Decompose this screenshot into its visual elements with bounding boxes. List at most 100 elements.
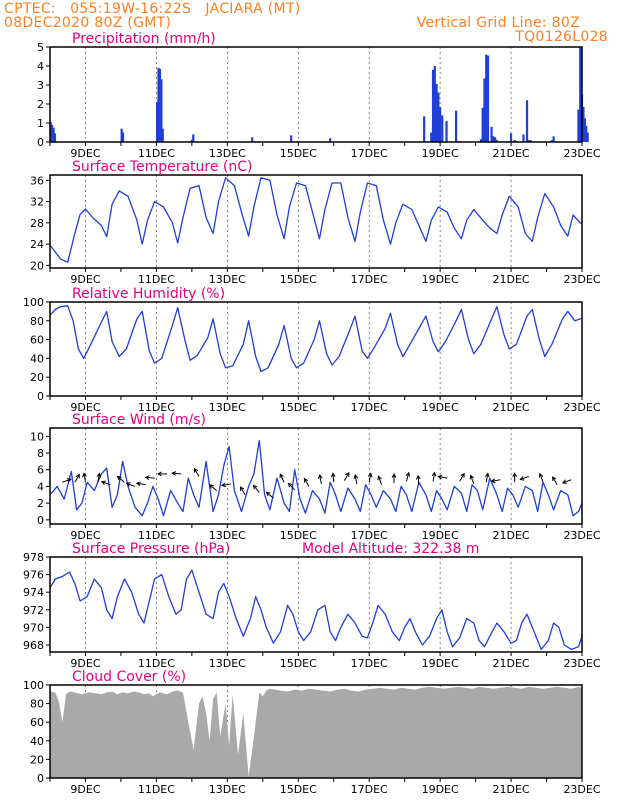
precip-bar: [550, 140, 553, 142]
precip-bar: [485, 54, 488, 142]
wind-arrow: [330, 472, 336, 483]
header-location: CPTEC: 055:19W-16:22S JACIARA (MT): [4, 1, 301, 17]
precip-bar: [522, 134, 525, 142]
wind-arrow: [96, 472, 102, 483]
precip-xtick-label: 21DEC: [493, 147, 530, 160]
wind-arrow: [484, 472, 490, 483]
precip-bar: [423, 116, 426, 142]
wind-arrow: [538, 472, 544, 483]
rh-ytick-label: 100: [23, 296, 44, 309]
pressure-ytick-label: 974: [23, 586, 44, 599]
cloud-ytick-label: 100: [23, 679, 44, 692]
wind-series-line: [49, 439, 583, 517]
wind-arrow: [512, 472, 517, 483]
header-model-id: TQ0126L028: [515, 29, 608, 45]
wind-arrow: [240, 486, 246, 496]
precip-xtick-label: 11DEC: [138, 147, 175, 160]
precip-bar: [290, 135, 293, 142]
wind-ytick-label: 6: [37, 464, 44, 477]
precip-xtick-label: 17DEC: [351, 147, 388, 160]
wind-arrow: [171, 471, 182, 476]
cloud-title: Cloud Cover (%): [72, 669, 186, 685]
precip-bar: [192, 134, 195, 142]
pressure-series-line: [49, 569, 583, 651]
precip-bar: [439, 106, 442, 142]
cloud-frame: [49, 684, 583, 779]
cloud-xtick-label: 15DEC: [280, 783, 317, 796]
precip-xtick-label: 23DEC: [563, 147, 600, 160]
precip-bar: [120, 128, 123, 142]
wind-ytick-label: 10: [30, 430, 44, 443]
rh-panel: 0 20 40 60 80 100 9DEC 11DEC 13DEC 15DEC 17DEC 19DE…: [23, 286, 601, 414]
precip-bar: [529, 140, 532, 142]
temp-ytick-label: 28: [30, 217, 44, 230]
pressure-title: Surface Pressure (hPa): [72, 541, 230, 557]
model-altitude-label: Model Altitude: 322.38 m: [302, 541, 479, 557]
precip-bar: [454, 110, 458, 142]
precip-bar: [495, 140, 498, 142]
wind-xtick-label: 13DEC: [209, 529, 246, 542]
precip-bar: [483, 78, 486, 142]
rh-frame: [49, 301, 583, 397]
wind-xtick-label: 19DEC: [422, 529, 459, 542]
wind-xtick-label: 11DEC: [138, 529, 175, 542]
precip-frame: [49, 46, 583, 143]
pressure-ytick-label: 972: [23, 604, 44, 617]
precip-bar: [552, 136, 555, 142]
wind-arrow: [459, 472, 465, 482]
wind-arrow: [303, 477, 310, 487]
precip-ytick-label: 0: [37, 136, 44, 149]
precip-title: Precipitation (mm/h): [72, 31, 216, 47]
temp-ytick-label: 32: [30, 196, 44, 209]
precip-bar: [513, 140, 516, 142]
precip-bar: [445, 121, 448, 142]
wind-arrow: [431, 471, 437, 482]
pressure-xtick-label: 19DEC: [422, 657, 459, 670]
wind-arrow: [125, 482, 136, 487]
cloud-panel: 0 20 40 60 80 100 9DEC 11DEC 13DEC 15DEC 17DEC 19DE…: [23, 669, 601, 796]
header-run-date: 08DEC2020 80Z (GMT): [4, 15, 172, 31]
pressure-ytick-label: 968: [23, 639, 44, 652]
precip-xtick-label: 19DEC: [422, 147, 459, 160]
wind-xtick-label: 9DEC: [70, 529, 100, 542]
pressure-ytick-label: 970: [23, 621, 44, 634]
pressure-xtick-label: 21DEC: [493, 657, 530, 670]
precip-bar: [53, 133, 57, 142]
rh-xtick-label: 11DEC: [138, 401, 175, 414]
rh-xtick-label: 17DEC: [351, 401, 388, 414]
cloud-cover-area: [50, 686, 582, 778]
precip-xtick-label: 9DEC: [70, 147, 100, 160]
precip-bar: [490, 126, 493, 142]
wind-xtick-label: 15DEC: [280, 529, 317, 542]
wind-ytick-label: 8: [37, 447, 44, 460]
cloud-ytick-label: 60: [30, 716, 44, 729]
temp-ytick-label: 24: [30, 238, 44, 251]
wind-ytick-label: 0: [37, 514, 44, 527]
temp-ytick-label: 20: [30, 259, 44, 272]
cloud-xtick-label: 9DEC: [70, 783, 100, 796]
pressure-xtick-label: 9DEC: [70, 657, 100, 670]
wind-arrow: [135, 481, 146, 487]
precip-bar: [586, 132, 589, 142]
precip-bar: [51, 124, 54, 142]
wind-panel: 0 2 4 6 8 10 9DEC 11DEC 13DEC 15DEC 17DEC 19DEC 21DE…: [30, 412, 601, 542]
wind-arrow: [156, 471, 168, 477]
cloud-ytick-label: 0: [37, 772, 44, 785]
wind-arrow: [353, 474, 359, 485]
rh-title: Relative Humidity (%): [72, 286, 225, 302]
precip-bar: [433, 66, 436, 142]
precip-bar: [492, 136, 495, 142]
wind-xtick-label: 17DEC: [351, 529, 388, 542]
wind-arrow: [220, 482, 231, 488]
pressure-xtick-label: 11DEC: [138, 657, 175, 670]
wind-arrow: [82, 472, 87, 483]
cloud-xtick-label: 17DEC: [351, 783, 388, 796]
pressure-xtick-label: 15DEC: [280, 657, 317, 670]
precip-bar: [161, 128, 164, 142]
precip-bar: [509, 133, 513, 142]
precip-bar: [437, 92, 440, 142]
precip-bar: [121, 132, 125, 142]
wind-arrow: [519, 475, 529, 481]
precip-bar: [585, 125, 588, 142]
